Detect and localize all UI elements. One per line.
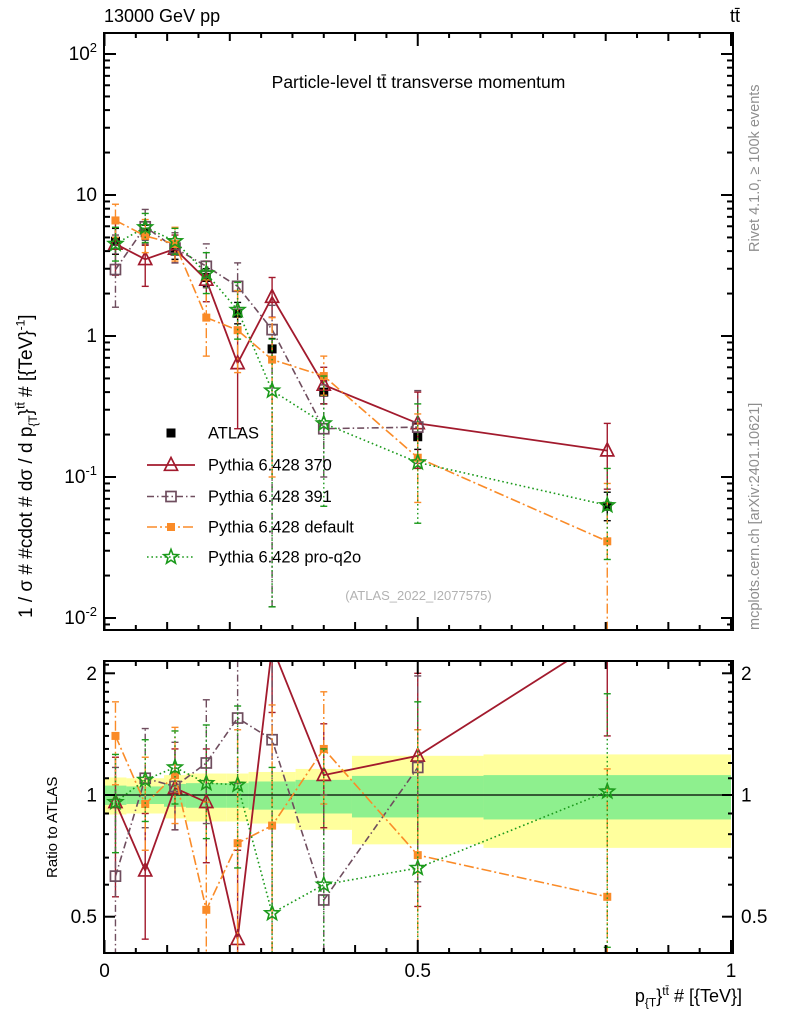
x-axis-label: p{T}tt̄ # [{TeV}] xyxy=(634,984,742,1010)
legend: ATLAS Pythia 6.428 370 Pythia 6.428 391 Pyt… xyxy=(147,425,361,567)
svg-text:1: 1 xyxy=(741,786,752,807)
svg-text:0.5: 0.5 xyxy=(405,961,431,982)
credit-mcplots: mcplots.cern.ch [arXiv:2401.10621] xyxy=(747,402,763,630)
analysis-watermark: (ATLAS_2022_I2077575) xyxy=(345,588,492,603)
legend-label-atlas: ATLAS xyxy=(208,425,259,443)
main-series-pythia-391 xyxy=(109,208,424,608)
legend-label-pythia-default: Pythia 6.428 default xyxy=(208,519,354,537)
svg-text:10: 10 xyxy=(76,185,97,206)
main-series-pythia-370 xyxy=(107,222,616,490)
header-beam-energy: 13000 GeV pp xyxy=(104,6,221,26)
main-series-pythia-default xyxy=(111,203,612,630)
plot-title: Particle-level tt̄ transverse momentum xyxy=(271,72,566,92)
ratio-y-axis-label: Ratio to ATLAS xyxy=(44,776,61,878)
header-process: tt̄ xyxy=(729,6,740,26)
credit-rivet: Rivet 4.1.0, ≥ 100k events xyxy=(747,84,763,252)
main-series-pythia-pro-q2o xyxy=(106,212,617,608)
svg-text:102: 102 xyxy=(69,40,97,65)
svg-text:1: 1 xyxy=(726,961,737,982)
legend-label-pythia-391: Pythia 6.428 391 xyxy=(208,488,332,506)
svg-text:2: 2 xyxy=(741,664,752,685)
svg-text:10-2: 10-2 xyxy=(64,604,97,629)
axes-frames xyxy=(103,32,734,954)
svg-text:2: 2 xyxy=(86,664,97,685)
tick-labels: 102 10 1 10-1 10-2 2 2 1 1 0.5 0.5 0 0.5 1 xyxy=(64,40,767,982)
svg-text:0: 0 xyxy=(99,961,110,982)
svg-text:0.5: 0.5 xyxy=(71,907,97,928)
main-y-axis-label: 1 / σ # #cdot # dσ / d p{T}tt̄ # [{TeV}-… xyxy=(13,314,40,618)
svg-text:1: 1 xyxy=(86,786,97,807)
svg-text:0.5: 0.5 xyxy=(741,907,767,928)
svg-text:10-1: 10-1 xyxy=(64,463,97,488)
ratio-series-pythia-default xyxy=(111,691,612,953)
ratio-series-pythia-pro-q2o xyxy=(106,693,617,953)
legend-label-pythia-pro-q2o: Pythia 6.428 pro-q2o xyxy=(208,549,361,567)
legend-label-pythia-370: Pythia 6.428 370 xyxy=(208,457,332,475)
svg-text:1: 1 xyxy=(86,326,97,347)
